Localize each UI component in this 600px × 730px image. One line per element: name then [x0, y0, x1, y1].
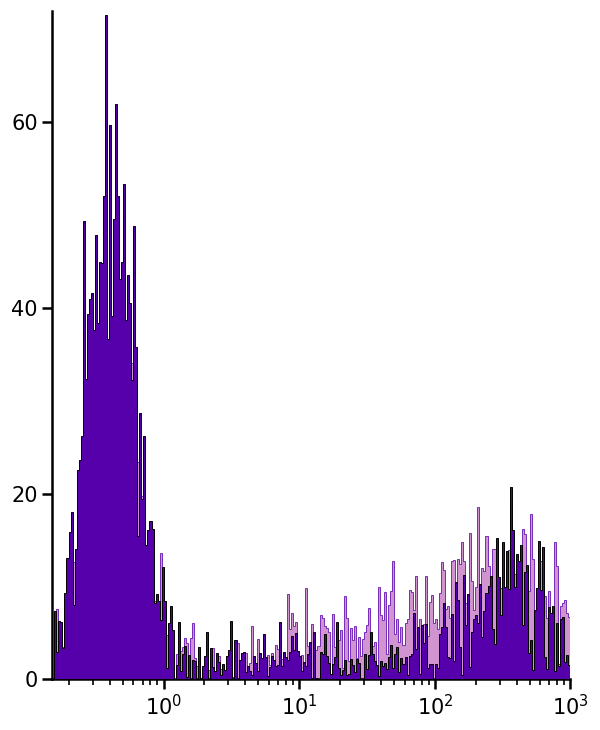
Polygon shape	[52, 15, 571, 679]
Polygon shape	[52, 355, 571, 679]
